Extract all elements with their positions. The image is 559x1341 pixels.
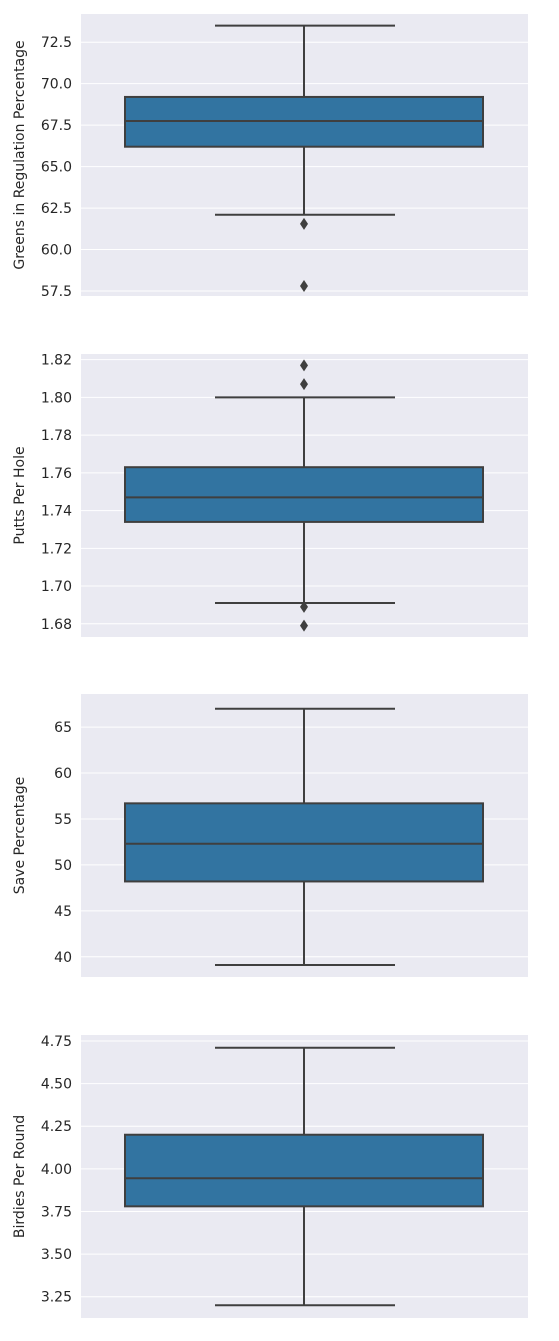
subplot-2: 1.68 1.70 1.72 1.74 1.76 1.78 1.80 1.82 Putts Pe… [12,353,528,637]
y-tick-label: 3.50 [41,1247,72,1263]
y-tick-label: 65.0 [41,160,72,176]
y-tick-label: 50 [54,858,72,874]
y-tick-label: 67.5 [41,118,72,134]
y-tick-label: 1.72 [41,541,72,557]
iqr-box [125,1135,483,1207]
y-tick-label: 60.0 [41,243,72,259]
y-tick-label: 1.68 [41,617,72,633]
y-tick-label: 70.0 [41,77,72,93]
y-tick-label: 40 [54,950,72,966]
y-tick-label: 4.75 [41,1034,72,1050]
y-tick-label: 3.75 [41,1204,72,1220]
y-tick-label: 4.50 [41,1077,72,1093]
y-tick-label: 45 [54,904,72,920]
y-axis-label: Save Percentage [12,777,28,895]
subplot-3: 40 45 50 55 60 65 Save Percentage [12,694,528,977]
y-tick-label: 1.70 [41,579,72,595]
y-tick-label: 1.76 [41,466,72,482]
iqr-box [125,467,483,522]
subplot-4: 3.25 3.50 3.75 4.00 4.25 4.50 4.75 Birdies Per … [12,1034,528,1318]
y-tick-label: 72.5 [41,35,72,51]
y-tick-label: 60 [54,766,72,782]
y-axis-label: Birdies Per Round [12,1115,28,1238]
y-tick-label: 3.25 [41,1290,72,1306]
subplot-1: 57.5 60.0 62.5 65.0 67.5 70.0 72.5 Greens in Re… [12,14,528,300]
y-tick-label: 4.25 [41,1119,72,1135]
y-axis-label: Putts Per Hole [12,446,28,544]
y-tick-label: 4.00 [41,1162,72,1178]
iqr-box [125,803,483,881]
y-axis-label: Greens in Regulation Percentage [12,40,28,269]
y-tick-label: 1.74 [41,504,72,520]
y-tick-label: 57.5 [41,284,72,300]
y-tick-label: 65 [54,720,72,736]
y-tick-label: 62.5 [41,201,72,217]
y-tick-label: 55 [54,812,72,828]
y-tick-label: 1.82 [41,353,72,369]
y-tick-label: 1.80 [41,390,72,406]
y-tick-label: 1.78 [41,428,72,444]
